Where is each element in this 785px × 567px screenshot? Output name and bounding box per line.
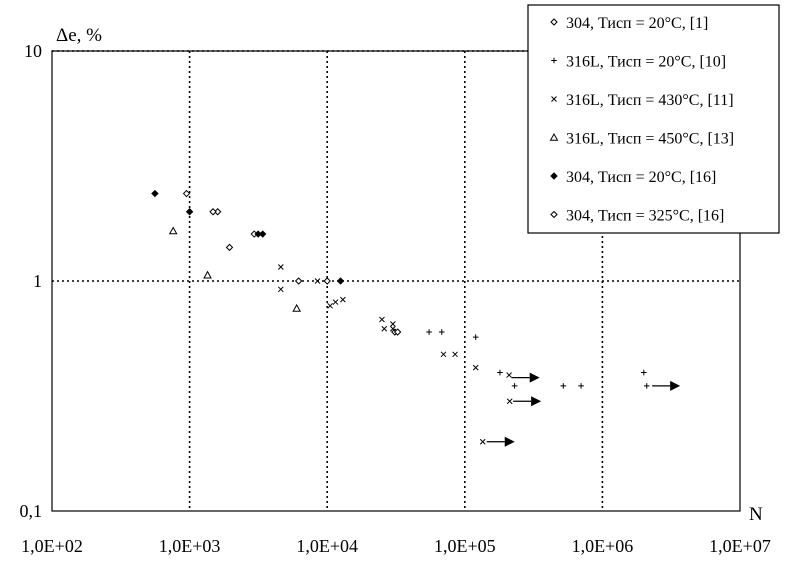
- data-point: [511, 383, 518, 389]
- legend-marker: [550, 210, 558, 219]
- data-point: [185, 208, 194, 216]
- plot-frame: [51, 50, 741, 512]
- data-point: [314, 278, 321, 284]
- data-point: [560, 383, 567, 389]
- series-2: [426, 329, 650, 389]
- data-point: [497, 369, 503, 376]
- legend-label: 304, Тисп = 20°C, [16]: [566, 169, 716, 186]
- data-point: [389, 325, 396, 332]
- runout-arrows: [486, 372, 681, 447]
- legend-box: [527, 4, 780, 234]
- data-point: [578, 383, 584, 389]
- runout-arrow: [652, 380, 681, 391]
- data-point: [151, 189, 159, 198]
- legend-marker: [549, 132, 559, 141]
- legend-entry: 316L, Тисп = 430°C, [11]: [551, 92, 734, 109]
- y-axis-label: Δe, %: [56, 25, 102, 46]
- data-point: [506, 398, 513, 405]
- data-point: [381, 325, 388, 332]
- data-point: [389, 321, 396, 327]
- legend-label: 304, Тисп = 20°C, [1]: [566, 15, 708, 32]
- x-tick-label: 1,0E+04: [296, 536, 358, 556]
- data-point: [438, 329, 445, 335]
- data-point: [472, 364, 479, 371]
- x-tick-label: 1,0E+07: [709, 536, 771, 556]
- data-point: [479, 438, 486, 445]
- data-point: [440, 351, 447, 358]
- data-point: [643, 383, 650, 389]
- data-point: [506, 372, 512, 378]
- runout-arrow: [486, 436, 515, 447]
- data-point: [452, 351, 458, 358]
- y-tick-label: 10: [24, 41, 42, 61]
- data-point: [209, 208, 217, 216]
- legend-marker: [550, 18, 558, 26]
- data-point: [323, 277, 331, 285]
- data-point: [393, 328, 402, 336]
- legend-marker: [551, 96, 557, 102]
- runout-arrow: [511, 372, 540, 383]
- data-point: [332, 299, 339, 305]
- legend-label: 316L, Тисп = 20°C, [10]: [566, 54, 726, 71]
- x-axis-label: N: [749, 504, 763, 525]
- legend-entry: 316L, Тисп = 450°C, [13]: [549, 131, 734, 148]
- series-1: [213, 208, 402, 336]
- x-tick-label: 1,0E+03: [159, 536, 221, 556]
- series-4: [168, 226, 302, 312]
- data-point: [327, 302, 333, 309]
- data-point: [182, 189, 191, 198]
- legend-entry: 304, Тисп = 20°C, [16]: [550, 169, 716, 186]
- legend-label: 316L, Тисп = 430°C, [11]: [566, 92, 734, 109]
- legend: 304, Тисп = 20°C, [1] 316L, Тисп = 20°C, …: [527, 4, 780, 234]
- legend-entry: 316L, Тисп = 20°C, [10]: [551, 54, 726, 71]
- data-point: [294, 277, 303, 285]
- legend-entry: 304, Тисп = 20°C, [1]: [550, 15, 708, 32]
- data-point: [379, 316, 385, 323]
- series-5: [151, 189, 345, 285]
- data-point: [277, 264, 284, 270]
- legend-label: 304, Тисп = 325°C, [16]: [566, 208, 724, 225]
- data-point: [259, 230, 267, 238]
- series-3: [277, 264, 513, 445]
- data-points: [151, 189, 650, 445]
- data-point: [336, 277, 345, 285]
- data-point: [292, 303, 302, 312]
- legend-marker: [550, 172, 558, 180]
- series-6: [182, 189, 303, 285]
- data-point: [426, 329, 432, 335]
- data-point: [277, 286, 284, 293]
- legend-label: 316L, Тисп = 450°C, [13]: [566, 131, 734, 148]
- data-point: [472, 334, 479, 340]
- legend-marker: [551, 57, 557, 64]
- x-tick-label: 1,0E+02: [21, 536, 83, 556]
- x-tick-label: 1,0E+05: [434, 536, 496, 556]
- y-tick-label: 1: [33, 271, 42, 291]
- legend-entry: 304, Тисп = 325°C, [16]: [550, 208, 724, 225]
- data-point: [225, 243, 234, 252]
- runout-arrow: [513, 396, 542, 407]
- data-point: [641, 369, 647, 376]
- tick-labels: 1,0E+02 1,0E+03 1,0E+04 1,0E+05 1,0E+06 1,0E+…: [20, 41, 771, 556]
- data-point: [168, 226, 178, 235]
- x-tick-label: 1,0E+06: [572, 536, 634, 556]
- data-point: [340, 296, 346, 303]
- data-point: [203, 270, 212, 279]
- y-tick-label: 0,1: [20, 501, 43, 521]
